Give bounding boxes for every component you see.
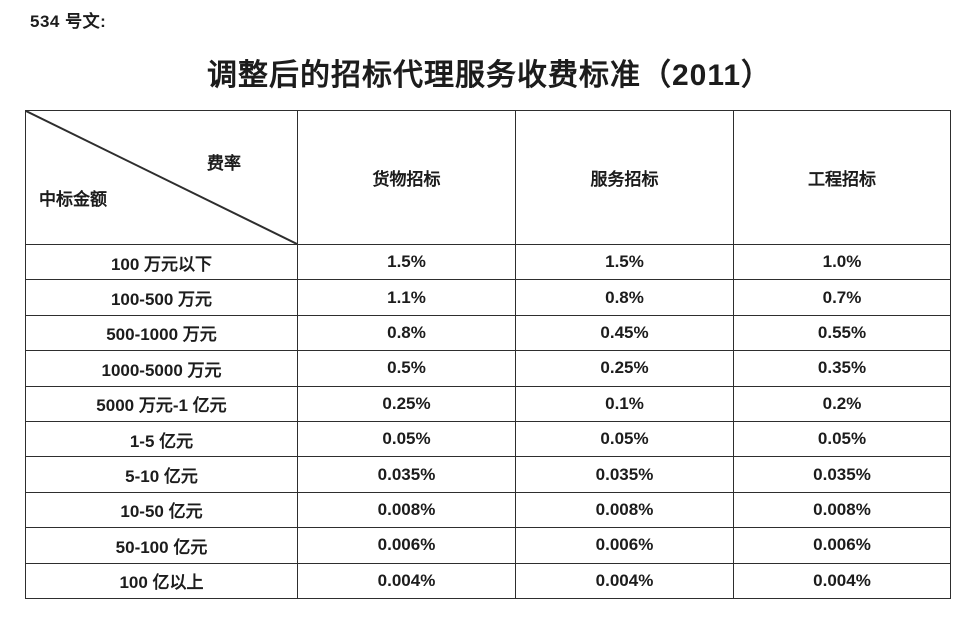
rate-value-cell: 0.008% [733,491,951,529]
rate-value-cell: 0.035% [733,456,951,493]
rate-value-cell: 0.1% [515,385,734,422]
rate-value-cell: 0.004% [297,562,516,599]
row-label-amount-range: 100 万元以下 [25,243,298,281]
corner-header-cell: 费率 中标金额 [25,110,298,245]
rate-value-cell: 1.1% [297,279,516,316]
rate-value-cell: 0.8% [515,279,734,316]
rate-value-cell: 1.0% [733,243,951,281]
rate-value-cell: 0.05% [297,420,516,458]
column-header-engineering-bidding: 工程招标 [733,110,951,245]
rate-value-cell: 0.25% [515,350,734,387]
rate-value-cell: 0.008% [297,491,516,529]
table-row: 100-500 万元 1.1% 0.8% 0.7% [25,279,951,316]
row-label-amount-range: 500-1000 万元 [25,314,298,352]
table-row: 500-1000 万元 0.8% 0.45% 0.55% [25,314,951,352]
rate-value-cell: 0.004% [515,562,734,599]
rate-value-cell: 1.5% [297,243,516,281]
row-label-amount-range: 50-100 亿元 [25,527,298,564]
rate-value-cell: 0.035% [297,456,516,493]
rate-value-cell: 0.006% [297,527,516,564]
row-label-amount-range: 5-10 亿元 [25,456,298,493]
rate-value-cell: 0.006% [733,527,951,564]
column-header-service-bidding: 服务招标 [515,110,734,245]
rate-value-cell: 1.5% [515,243,734,281]
rate-value-cell: 0.25% [297,385,516,422]
header-row: 费率 中标金额 货物招标 服务招标 工程招标 [25,110,951,245]
row-label-amount-range: 100-500 万元 [25,279,298,316]
table-row: 100 亿以上 0.004% 0.004% 0.004% [25,562,951,599]
rate-value-cell: 0.45% [515,314,734,352]
table-row: 50-100 亿元 0.006% 0.006% 0.006% [25,527,951,564]
page-title: 调整后的招标代理服务收费标准（2011） [206,59,773,92]
table-row: 1000-5000 万元 0.5% 0.25% 0.35% [25,350,951,387]
table-row: 5000 万元-1 亿元 0.25% 0.1% 0.2% [25,385,951,422]
fee-table: 费率 中标金额 货物招标 服务招标 工程招标 100 万元以下 1.5% 1.5% 1… [25,110,951,599]
row-label-amount-range: 1000-5000 万元 [25,350,298,387]
rate-value-cell: 0.035% [515,456,734,493]
corner-label-bid-amount: 中标金额 [39,190,107,209]
rate-value-cell: 0.004% [733,562,951,599]
rate-value-cell: 0.7% [733,279,951,316]
row-label-amount-range: 100 亿以上 [25,562,298,599]
table-row: 5-10 亿元 0.035% 0.035% 0.035% [25,456,951,493]
row-label-amount-range: 5000 万元-1 亿元 [25,385,298,422]
rate-value-cell: 0.006% [515,527,734,564]
rate-value-cell: 0.35% [733,350,951,387]
corner-label-rate: 费率 [207,154,241,173]
rate-value-cell: 0.5% [297,350,516,387]
rate-value-cell: 0.2% [733,385,951,422]
rate-value-cell: 0.008% [515,491,734,529]
doc-number-label: 534 号文: [30,12,107,31]
rate-value-cell: 0.05% [733,420,951,458]
rate-value-cell: 0.55% [733,314,951,352]
diagonal-divider-line [26,111,297,244]
table-row: 100 万元以下 1.5% 1.5% 1.0% [25,243,951,281]
row-label-amount-range: 1-5 亿元 [25,420,298,458]
row-label-amount-range: 10-50 亿元 [25,491,298,529]
rate-value-cell: 0.05% [515,420,734,458]
column-header-goods-bidding: 货物招标 [297,110,516,245]
table-row: 10-50 亿元 0.008% 0.008% 0.008% [25,491,951,529]
table-row: 1-5 亿元 0.05% 0.05% 0.05% [25,420,951,458]
rate-value-cell: 0.8% [297,314,516,352]
